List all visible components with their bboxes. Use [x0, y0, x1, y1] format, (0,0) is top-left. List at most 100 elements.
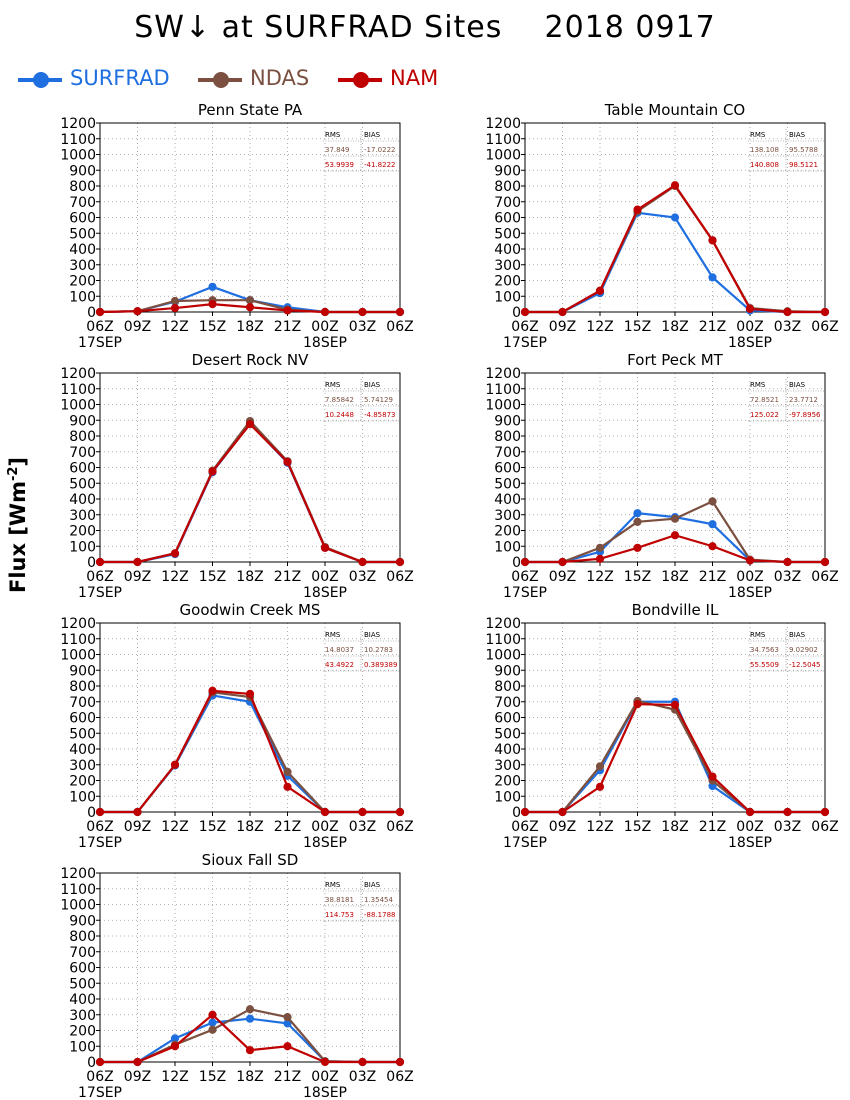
stats-header-rms: RMS — [325, 131, 341, 139]
y-tick-label: 200 — [69, 774, 96, 790]
x-date-label: 17SEP — [78, 835, 122, 851]
x-tick-label: 18Z — [661, 819, 688, 835]
data-point-nam — [783, 307, 792, 317]
x-tick-label: 06Z — [386, 1069, 413, 1085]
y-tick-label: 1100 — [485, 132, 521, 148]
data-point-nam — [358, 807, 367, 817]
stats-header-rms: RMS — [325, 631, 341, 639]
data-point-nam — [395, 807, 405, 817]
data-point-nam — [95, 307, 105, 317]
legend-marker-surfrad — [33, 72, 49, 88]
y-tick-label: 500 — [494, 226, 521, 242]
data-point-nam — [558, 807, 567, 817]
y-tick-label: 1200 — [485, 616, 521, 632]
data-point-nam — [245, 303, 255, 312]
data-point-ndas — [633, 517, 642, 526]
x-tick-label: 00Z — [736, 319, 763, 335]
x-date-label: 17SEP — [78, 335, 122, 351]
stats-bias-value: -17.0222 — [364, 146, 395, 154]
x-tick-label: 15Z — [199, 1069, 226, 1085]
stats-header-rms: RMS — [750, 631, 766, 639]
y-tick-label: 0 — [512, 805, 521, 821]
x-tick-label: 09Z — [124, 819, 151, 835]
x-tick-label: 12Z — [161, 1069, 188, 1085]
x-tick-label: 09Z — [124, 319, 151, 335]
data-point-nam — [283, 782, 292, 791]
x-tick-label: 06Z — [86, 819, 113, 835]
data-point-nam — [133, 1057, 142, 1067]
x-tick-label: 06Z — [811, 819, 838, 835]
legend-marker-nam — [353, 72, 369, 88]
x-tick-label: 09Z — [124, 569, 151, 585]
data-point-nam — [170, 549, 180, 558]
data-point-nam — [133, 807, 142, 817]
y-tick-label: 100 — [69, 289, 96, 305]
x-tick-label: 06Z — [86, 319, 113, 335]
data-point-surfrad — [708, 520, 717, 529]
data-point-surfrad — [245, 1014, 255, 1023]
data-point-nam — [395, 557, 405, 567]
data-point-nam — [708, 772, 717, 781]
stats-rms-value: 7.85842 — [325, 396, 354, 404]
x-tick-label: 03Z — [774, 319, 801, 335]
x-tick-label: 21Z — [699, 819, 726, 835]
y-tick-label: 200 — [69, 524, 96, 540]
series-line-surfrad — [100, 694, 400, 814]
data-point-ndas — [595, 762, 605, 771]
stats-bias-value: 95.5788 — [789, 146, 818, 154]
data-point-nam — [320, 307, 330, 317]
chart-title: Sioux Fall SD — [202, 851, 299, 869]
x-tick-label: 03Z — [349, 819, 376, 835]
data-point-ndas — [245, 296, 255, 305]
x-date-label: 17SEP — [503, 835, 547, 851]
y-tick-label: 900 — [69, 663, 96, 679]
data-point-nam — [133, 307, 142, 316]
stats-rms-value: 10.2448 — [325, 411, 354, 419]
data-point-nam — [633, 543, 642, 552]
y-tick-label: 1000 — [485, 648, 521, 664]
data-point-nam — [520, 807, 530, 817]
stats-bias-value: 98.5121 — [789, 161, 818, 169]
data-point-nam — [820, 557, 830, 567]
y-tick-label: 400 — [69, 492, 96, 508]
data-point-nam — [95, 1057, 105, 1067]
stats-rms-value: 125.022 — [750, 411, 779, 419]
data-point-surfrad — [633, 509, 642, 518]
x-tick-label: 18Z — [661, 569, 688, 585]
y-tick-label: 600 — [69, 461, 96, 477]
x-tick-label: 00Z — [736, 819, 763, 835]
y-tick-label: 700 — [69, 445, 96, 461]
data-point-nam — [170, 1042, 180, 1051]
data-point-nam — [745, 304, 755, 313]
y-tick-label: 700 — [494, 195, 521, 211]
data-point-nam — [595, 782, 605, 791]
y-tick-label: 600 — [69, 961, 96, 977]
legend-label-nam: NAM — [390, 66, 439, 90]
series-line-ndas — [100, 691, 400, 814]
data-point-nam — [170, 303, 180, 313]
x-tick-label: 06Z — [386, 319, 413, 335]
data-point-nam — [633, 700, 642, 709]
data-point-surfrad — [670, 213, 680, 222]
data-point-nam — [283, 1042, 292, 1051]
y-tick-label: 800 — [494, 679, 521, 695]
stats-bias-value: 23.7712 — [789, 396, 818, 404]
x-tick-label: 00Z — [311, 819, 338, 835]
x-tick-label: 18Z — [236, 319, 263, 335]
x-tick-label: 00Z — [311, 1069, 338, 1085]
data-point-ndas — [595, 543, 605, 552]
data-point-ndas — [283, 1013, 292, 1022]
y-tick-label: 1200 — [60, 616, 96, 632]
stats-bias-value: 10.2783 — [364, 646, 393, 654]
x-date-label: 17SEP — [503, 585, 547, 601]
x-tick-label: 03Z — [349, 319, 376, 335]
x-tick-label: 15Z — [199, 819, 226, 835]
stats-bias-value: -12.5045 — [789, 661, 820, 669]
page-title: SW↓ at SURFRAD Sites 2018 0917 — [134, 10, 716, 45]
x-tick-label: 03Z — [349, 569, 376, 585]
data-point-nam — [245, 420, 255, 429]
stats-bias-value: -97.8956 — [789, 411, 821, 419]
y-tick-label: 1000 — [60, 648, 96, 664]
x-tick-label: 06Z — [86, 1069, 113, 1085]
data-point-nam — [558, 307, 567, 317]
